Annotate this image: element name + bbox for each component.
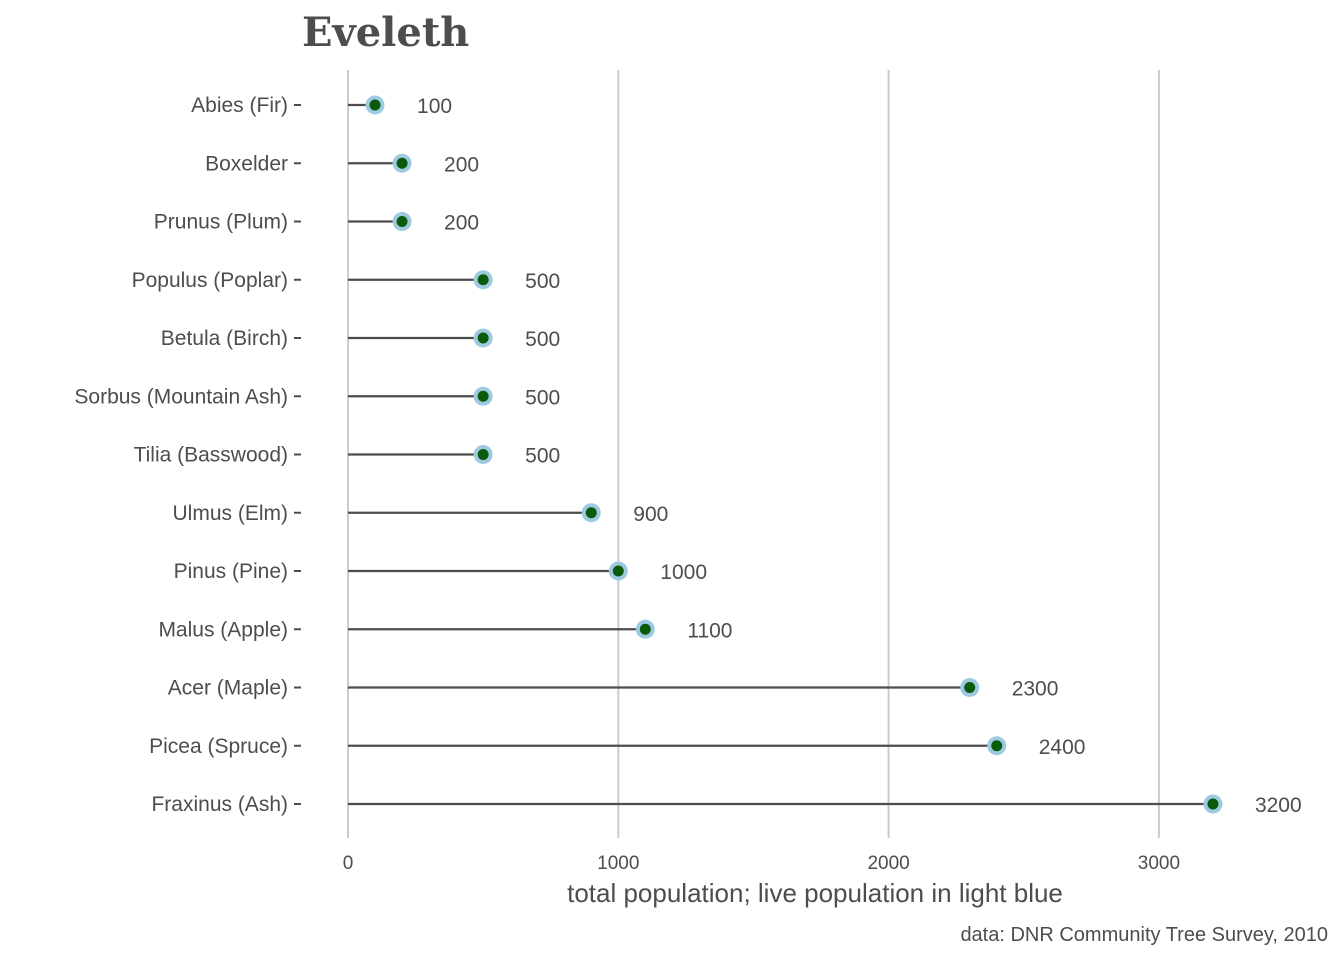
stems <box>348 103 1213 806</box>
y-tick-label: Abies (Fir) <box>191 94 288 117</box>
value-label: 200 <box>444 212 479 235</box>
x-axis: 0 1000 2000 3000 <box>343 853 1180 874</box>
total-population-point <box>991 740 1003 752</box>
value-label: 500 <box>525 386 560 409</box>
y-tick-label: Fraxinus (Ash) <box>151 793 288 816</box>
value-label: 3200 <box>1255 794 1302 817</box>
y-tick-label: Populus (Poplar) <box>132 269 288 292</box>
chart-title: Eveleth <box>302 9 469 56</box>
value-label: 100 <box>417 95 452 118</box>
value-label: 200 <box>444 153 479 176</box>
y-tick-label: Malus (Apple) <box>158 618 288 641</box>
y-tick-label: Prunus (Plum) <box>154 211 288 234</box>
y-tick-label: Ulmus (Elm) <box>173 502 289 525</box>
value-label: 2300 <box>1012 678 1059 701</box>
y-axis: Abies (Fir) Boxelder Prunus (Plum) Populus … <box>74 94 301 816</box>
total-population-point <box>396 216 408 227</box>
value-label: 500 <box>525 270 560 293</box>
points: 100 200 200 500 500 500 500 900 1000 1100 2300 2400… <box>365 95 1302 817</box>
total-population-point <box>396 157 408 169</box>
total-population-point <box>964 682 976 693</box>
total-population-point <box>477 390 489 402</box>
y-tick-label: Picea (Spruce) <box>149 735 288 758</box>
value-label: 500 <box>525 445 560 468</box>
y-tick-label: Sorbus (Mountain Ash) <box>74 385 288 408</box>
y-tick-label: Acer (Maple) <box>168 677 288 700</box>
value-label: 2400 <box>1039 736 1086 759</box>
y-tick-label: Boxelder <box>205 152 288 175</box>
total-population-point <box>477 332 489 344</box>
value-label: 500 <box>525 328 560 351</box>
y-tick-label: Tilia (Basswood) <box>134 444 288 467</box>
value-label: 1100 <box>687 619 732 642</box>
total-population-point <box>477 449 489 460</box>
caption: data: DNR Community Tree Survey, 2010 <box>960 924 1328 946</box>
x-tick-label: 3000 <box>1138 853 1180 874</box>
y-tick-label: Betula (Birch) <box>161 327 288 350</box>
total-population-point <box>585 507 597 519</box>
total-population-point <box>639 623 651 635</box>
x-axis-label: total population; live population in lig… <box>567 878 1063 908</box>
x-tick-label: 1000 <box>597 853 639 874</box>
x-tick-label: 0 <box>343 853 354 874</box>
value-label: 1000 <box>660 561 707 584</box>
x-tick-label: 2000 <box>867 853 909 874</box>
total-population-point <box>1207 798 1219 810</box>
total-population-point <box>612 565 624 577</box>
value-label: 900 <box>633 503 668 526</box>
total-population-point <box>477 274 489 286</box>
y-tick-label: Pinus (Pine) <box>174 560 288 583</box>
total-population-point <box>369 99 381 111</box>
